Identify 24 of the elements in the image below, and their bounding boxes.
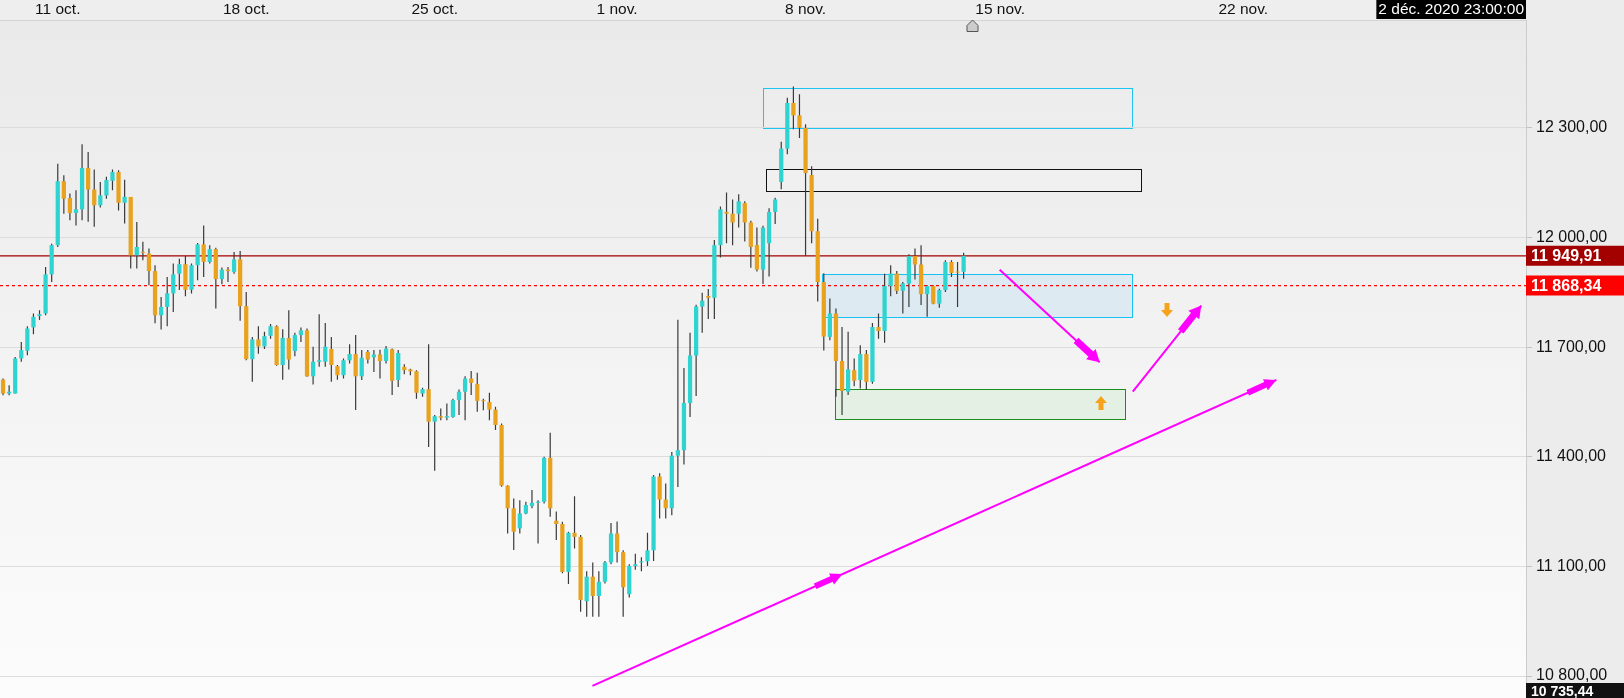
x-tick-label: 8 nov. (785, 0, 827, 17)
x-tick-label: 15 nov. (975, 0, 1025, 17)
text: 2 déc. 2020 23:00:00 (1378, 0, 1525, 18)
candlestick (499, 422, 504, 488)
y-tick-label: 12 000,00 (1536, 227, 1608, 245)
candlestick (931, 284, 936, 305)
candlestick (274, 324, 279, 367)
y-tick-label: 10 800,00 (1536, 666, 1608, 684)
candlestick (943, 259, 948, 293)
ref-line-label: 11 868,34 (1531, 277, 1602, 294)
candlestick (13, 356, 18, 395)
y-tick-label: 11 400,00 (1536, 447, 1607, 465)
candlestick (450, 398, 456, 419)
y-tick-label: 11 100,00 (1536, 556, 1607, 574)
ref-line-label: 11 949,91 (1531, 247, 1602, 265)
x-tick-label: 11 oct. (35, 0, 81, 17)
x-tick-label: 25 oct. (411, 0, 458, 17)
candlestick (0, 377, 6, 396)
x-tick-label: 18 oct. (222, 0, 270, 17)
y-tick-label: 11 700,00 (1536, 337, 1607, 355)
text: 10 735,44 (1531, 683, 1594, 698)
x-tick-label: 1 nov. (596, 0, 638, 17)
x-tick-label: 22 nov. (1218, 0, 1269, 17)
y-tick-label: 12 300,00 (1536, 118, 1608, 136)
